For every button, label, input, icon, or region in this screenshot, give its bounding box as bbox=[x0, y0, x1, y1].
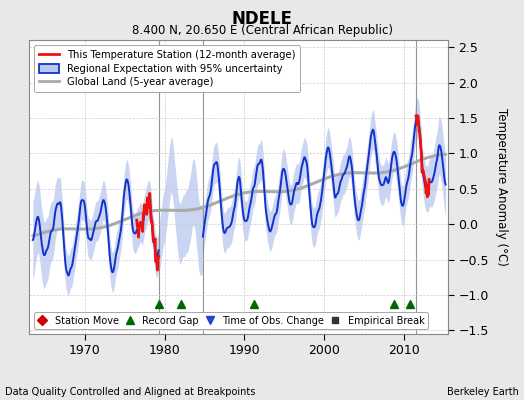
Text: 8.400 N, 20.650 E (Central African Republic): 8.400 N, 20.650 E (Central African Repub… bbox=[132, 24, 392, 37]
Y-axis label: Temperature Anomaly (°C): Temperature Anomaly (°C) bbox=[495, 108, 508, 266]
Text: NDELE: NDELE bbox=[232, 10, 292, 28]
Legend: Station Move, Record Gap, Time of Obs. Change, Empirical Break: Station Move, Record Gap, Time of Obs. C… bbox=[34, 312, 428, 330]
Text: Data Quality Controlled and Aligned at Breakpoints: Data Quality Controlled and Aligned at B… bbox=[5, 387, 256, 397]
Text: Berkeley Earth: Berkeley Earth bbox=[447, 387, 519, 397]
